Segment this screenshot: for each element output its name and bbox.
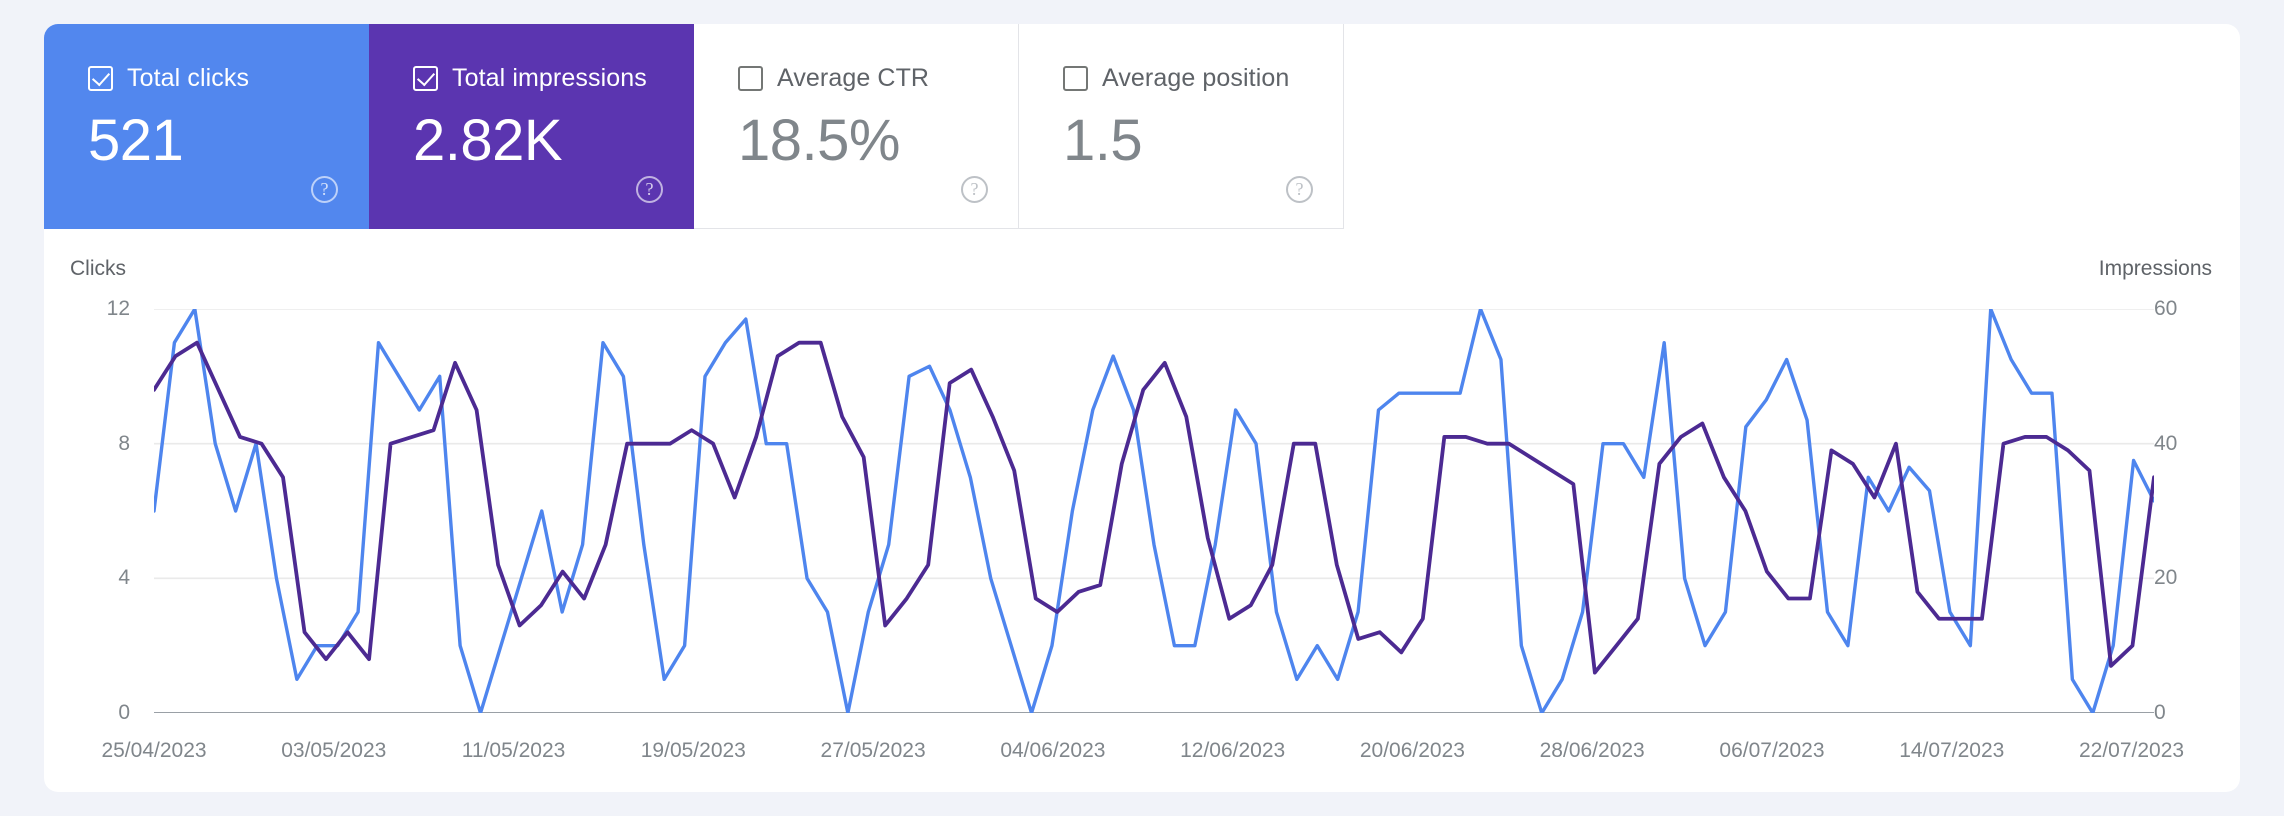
left-tick-4: 4 <box>118 566 130 590</box>
x-tick-label: 22/07/2023 <box>2078 739 2185 762</box>
average-ctr-value: 18.5% <box>738 108 900 173</box>
metric-card-average-ctr[interactable]: Average CTR 18.5% ? <box>694 24 1019 229</box>
left-axis-title: Clicks <box>70 257 126 280</box>
average-position-label: Average position <box>1102 64 1290 92</box>
right-axis-title: Impressions <box>2098 257 2212 280</box>
metric-card-header: Total clicks <box>88 64 368 93</box>
x-tick-label: 14/07/2023 <box>1899 739 2005 762</box>
series-line-clicks <box>154 309 2154 713</box>
right-tick-40: 40 <box>2154 431 2178 455</box>
average-ctr-checkbox[interactable] <box>738 66 763 91</box>
x-tick-label: 03/05/2023 <box>281 739 387 762</box>
metric-card-total-impressions[interactable]: Total impressions 2.82K ? <box>369 24 694 229</box>
help-circle-icon[interactable]: ? <box>311 176 338 203</box>
total-clicks-label: Total clicks <box>127 64 250 92</box>
x-tick-label: 11/05/2023 <box>461 739 566 762</box>
metric-card-total-clicks[interactable]: Total clicks 521 ? <box>44 24 369 229</box>
metric-cards-row: Total clicks 521 ? Total impressions 2.8… <box>44 24 1344 229</box>
x-tick-label: 19/05/2023 <box>640 739 746 762</box>
x-tick-label: 04/06/2023 <box>1000 739 1106 762</box>
left-tick-12: 12 <box>106 297 130 320</box>
performance-panel: Total clicks 521 ? Total impressions 2.8… <box>44 24 2240 792</box>
average-ctr-label: Average CTR <box>777 64 930 92</box>
left-tick-8: 8 <box>118 431 130 455</box>
x-tick-label: 06/07/2023 <box>1719 739 1825 762</box>
metric-card-header: Average CTR <box>738 64 1018 93</box>
metric-card-average-position[interactable]: Average position 1.5 ? <box>1019 24 1344 229</box>
left-tick-0: 0 <box>118 701 130 724</box>
x-tick-label: 12/06/2023 <box>1180 739 1286 762</box>
right-tick-0: 0 <box>2154 701 2166 724</box>
total-impressions-checkbox[interactable] <box>413 66 438 91</box>
chart-plot-area[interactable] <box>154 309 2154 713</box>
average-position-checkbox[interactable] <box>1063 66 1088 91</box>
total-clicks-checkbox[interactable] <box>88 66 113 91</box>
series-line-impressions <box>154 343 2154 673</box>
x-tick-label: 20/06/2023 <box>1359 739 1465 762</box>
metric-card-header: Average position <box>1063 64 1343 93</box>
total-impressions-value: 2.82K <box>413 108 563 173</box>
metric-card-header: Total impressions <box>413 64 693 93</box>
performance-chart: Clicks Impressions 0 4 8 12 0 20 40 60 25/04/2… <box>44 229 2240 792</box>
x-tick-label: 25/04/2023 <box>101 739 207 762</box>
x-tick-label: 28/06/2023 <box>1539 739 1645 762</box>
help-circle-icon[interactable]: ? <box>636 176 663 203</box>
right-tick-60: 60 <box>2154 297 2178 320</box>
total-clicks-value: 521 <box>88 108 184 173</box>
total-impressions-label: Total impressions <box>452 64 647 92</box>
x-tick-label: 27/05/2023 <box>820 739 926 762</box>
help-circle-icon[interactable]: ? <box>1286 176 1313 203</box>
average-position-value: 1.5 <box>1063 108 1143 173</box>
right-tick-20: 20 <box>2154 566 2178 590</box>
help-circle-icon[interactable]: ? <box>961 176 988 203</box>
